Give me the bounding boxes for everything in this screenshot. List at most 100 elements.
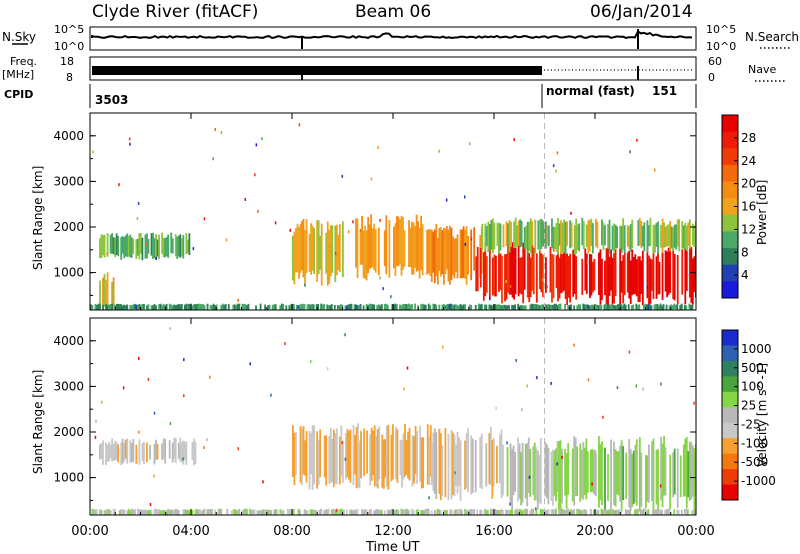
heatmap-cell <box>656 303 659 310</box>
heatmap-cell <box>168 440 171 459</box>
heatmap-cell <box>518 508 521 515</box>
colorbar-swatch <box>722 181 738 199</box>
heatmap-cell <box>313 425 316 485</box>
heatmap-cell <box>236 510 239 515</box>
heatmap-cell <box>536 450 539 510</box>
heatmap-cell <box>636 509 639 515</box>
heatmap-cell <box>94 303 97 310</box>
heatmap-cell <box>499 223 502 251</box>
colorbar-tick-label: 8 <box>741 245 749 259</box>
speckle-cell <box>561 455 563 459</box>
heatmap-cell <box>553 450 556 496</box>
heatmap-cell <box>162 237 165 258</box>
speckle-cell <box>206 438 208 442</box>
speckle-cell <box>146 242 148 246</box>
speckle-cell <box>550 381 552 385</box>
heatmap-cell <box>323 510 326 515</box>
heatmap-cell <box>127 508 130 515</box>
heatmap-cell <box>158 234 160 260</box>
heatmap-cell <box>311 425 314 490</box>
heatmap-cell <box>533 442 536 501</box>
speckle-cell <box>214 127 216 131</box>
heatmap-cell <box>682 444 685 497</box>
speckle-cell <box>470 237 473 241</box>
heatmap-cell <box>533 304 536 310</box>
heatmap-cell <box>146 442 148 463</box>
heatmap-cell <box>563 219 565 253</box>
heatmap-cell <box>483 508 486 515</box>
heatmap-cell <box>600 305 603 310</box>
heatmap-cell <box>616 451 619 495</box>
heatmap-cell <box>520 220 523 247</box>
heatmap-cell <box>241 303 244 310</box>
heatmap-cell <box>171 510 174 515</box>
heatmap-cell <box>508 305 510 310</box>
heatmap-cell <box>675 224 678 250</box>
heatmap-cell <box>379 305 382 310</box>
heatmap-cell <box>422 437 425 489</box>
heatmap-cell <box>155 305 157 310</box>
heatmap-cell <box>688 219 691 249</box>
heatmap-cell <box>320 508 323 515</box>
heatmap-cell <box>346 509 348 515</box>
heatmap-cell <box>262 509 265 515</box>
heatmap-cell <box>517 303 520 310</box>
heatmap-cell <box>366 430 369 474</box>
heatmap-cell <box>433 229 436 284</box>
heatmap-cell <box>177 235 180 257</box>
heatmap-cell <box>396 215 398 266</box>
heatmap-cell <box>493 222 496 250</box>
heatmap-cell <box>270 510 273 515</box>
heatmap-cell <box>517 437 520 502</box>
heatmap-cell <box>672 227 675 252</box>
speckle-cell <box>370 177 373 181</box>
heatmap-cell <box>246 509 248 515</box>
heatmap-cell <box>368 509 371 515</box>
heatmap-cell <box>565 509 568 515</box>
x-tick-label: 20:00 <box>576 524 613 539</box>
heatmap-cell <box>449 225 451 285</box>
heatmap-cell <box>173 437 176 460</box>
heatmap-cell <box>362 230 365 278</box>
heatmap-cell <box>438 509 441 515</box>
heatmap-cell <box>112 444 115 461</box>
speckle-cell <box>137 356 140 360</box>
heatmap-cell <box>308 430 311 490</box>
heatmap-cell <box>485 509 488 515</box>
heatmap-cell <box>529 510 532 515</box>
heatmap-cell <box>99 238 101 259</box>
nave-tick-top: 60 <box>708 55 722 68</box>
x-tick-label: 00:00 <box>677 524 714 539</box>
heatmap-cell <box>627 304 630 310</box>
heatmap-cell <box>393 304 395 310</box>
heatmap-cell <box>666 225 669 247</box>
colorbar-tick-label: -100 <box>741 436 768 450</box>
heatmap-cell <box>657 449 659 511</box>
heatmap-cell <box>355 426 358 489</box>
heatmap-cell <box>546 444 548 499</box>
speckle-cell <box>521 408 523 412</box>
heatmap-cell <box>629 448 632 511</box>
heatmap-cell <box>114 440 117 461</box>
heatmap-cell <box>628 226 631 250</box>
heatmap-cell <box>609 304 612 310</box>
heatmap-cell <box>668 509 671 515</box>
heatmap-cell <box>524 305 527 310</box>
heatmap-cell <box>156 509 159 515</box>
speckle-cell <box>255 143 258 147</box>
heatmap-cell <box>382 439 385 489</box>
heatmap-cell <box>105 303 107 310</box>
heatmap-cell <box>111 438 114 462</box>
heatmap-cell <box>620 509 623 515</box>
heatmap-cell <box>255 305 257 310</box>
heatmap-cell <box>526 509 529 515</box>
colorbar-swatch <box>722 391 738 408</box>
heatmap-cell <box>584 248 587 291</box>
heatmap-cell <box>547 509 550 515</box>
heatmap-cell <box>652 247 655 300</box>
heatmap-cell <box>186 303 189 310</box>
heatmap-cell <box>112 277 115 309</box>
heatmap-cell <box>570 222 573 248</box>
heatmap-cell <box>520 509 523 515</box>
heatmap-cell <box>118 510 121 515</box>
